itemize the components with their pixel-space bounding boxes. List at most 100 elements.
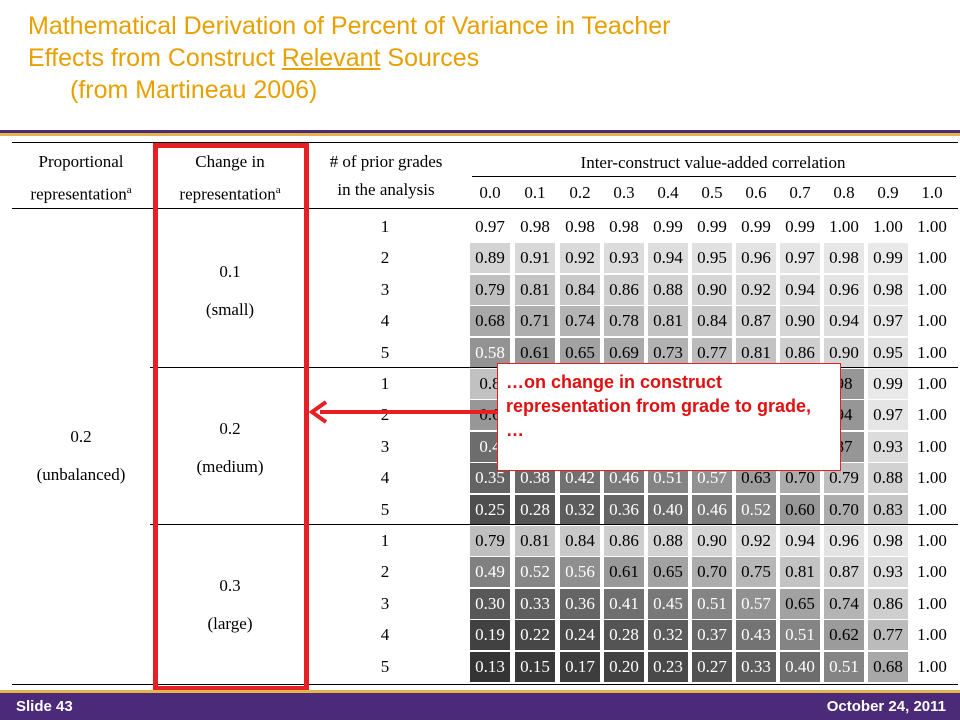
value-cell: 0.57: [736, 588, 776, 619]
value-cell: 0.33: [515, 588, 555, 619]
value-cell: 0.89: [470, 243, 510, 274]
value-cell: 0.94: [780, 526, 820, 556]
value-cell: 0.71: [515, 306, 555, 337]
value-cell: 0.97: [868, 306, 908, 337]
value-cell: 0.99: [741, 217, 771, 236]
title-rule-gold: [0, 133, 960, 136]
callout-box: …on change in construct representation f…: [497, 363, 841, 471]
value-cell: 0.99: [653, 217, 683, 236]
value-cell: 1.00: [912, 494, 952, 525]
value-cell: 1.00: [912, 212, 952, 242]
value-cell: 0.13: [470, 651, 510, 682]
value-cell: 0.86: [604, 526, 644, 556]
value-cell: 1.00: [912, 274, 952, 305]
slide-title: Mathematical Derivation of Percent of Va…: [28, 10, 928, 106]
value-cell: 0.28: [515, 494, 555, 525]
value-cell: 1.00: [912, 463, 952, 494]
value-cell: 0.65: [560, 337, 600, 368]
value-cell: 1.00: [912, 306, 952, 337]
value-cell: 1.00: [868, 212, 908, 242]
value-cell: 0.79: [470, 274, 510, 305]
value-cell: 1.00: [912, 337, 952, 368]
prior-grades-cell: 1: [380, 374, 390, 393]
correlation-header: 0.8: [833, 183, 855, 202]
value-cell: 0.51: [780, 620, 820, 651]
value-cell: 0.90: [692, 274, 732, 305]
header-sub-rule: [472, 176, 956, 177]
value-cell: 0.93: [604, 243, 644, 274]
value-cell: 0.77: [868, 620, 908, 651]
value-cell: 0.98: [565, 217, 595, 236]
prior-grades-cell: 2: [380, 562, 390, 582]
value-cell: 0.97: [868, 400, 908, 431]
value-cell: 0.17: [560, 651, 600, 682]
value-cell: 0.27: [692, 651, 732, 682]
correlation-header: 0.4: [657, 183, 679, 202]
value-cell: 0.92: [736, 274, 776, 305]
table-bottom-rule: [12, 684, 958, 685]
value-cell: 1.00: [912, 620, 952, 651]
value-cell: 0.97: [780, 243, 820, 274]
value-cell: 0.62: [824, 620, 864, 651]
value-cell: 0.99: [868, 369, 908, 399]
change-cell: 0.3 (large): [207, 575, 253, 633]
value-cell: 0.65: [780, 588, 820, 619]
value-cell: 0.90: [692, 526, 732, 556]
value-cell: 0.97: [475, 217, 505, 236]
value-cell: 0.98: [868, 274, 908, 305]
change-cell: 0.1 (small): [205, 261, 255, 319]
correlation-header: 0.7: [789, 183, 811, 202]
callout-arrow-icon: [308, 400, 498, 424]
value-cell: 0.36: [560, 588, 600, 619]
value-cell: 1.00: [912, 588, 952, 619]
value-cell: 0.41: [604, 588, 644, 619]
callout-text: …on change in construct representation f…: [506, 372, 812, 440]
correlation-header: 0.9: [877, 183, 899, 202]
value-cell: 0.95: [692, 243, 732, 274]
value-cell: 0.86: [780, 337, 820, 368]
value-cell: 1.00: [912, 526, 952, 556]
value-cell: 0.84: [560, 526, 600, 556]
slide-footer: Slide 43 October 24, 2011: [0, 690, 960, 720]
prior-grades-cell: 1: [380, 531, 390, 550]
header-proportional: Proportional representationa: [30, 152, 132, 204]
value-cell: 0.32: [560, 494, 600, 525]
prior-grades-cell: 3: [380, 436, 390, 456]
correlation-header: 1.0: [921, 183, 943, 202]
value-cell: 0.74: [824, 588, 864, 619]
value-cell: 0.94: [780, 274, 820, 305]
value-cell: 0.52: [515, 557, 555, 588]
value-cell: 0.33: [736, 651, 776, 682]
value-cell: 0.52: [736, 494, 776, 525]
value-cell: 0.61: [604, 557, 644, 588]
value-cell: 0.68: [868, 651, 908, 682]
correlation-header: 0.0: [479, 183, 501, 202]
title-line1: Mathematical Derivation of Percent of Va…: [28, 12, 671, 40]
value-cell: 0.90: [824, 337, 864, 368]
value-cell: 0.99: [785, 217, 815, 236]
value-cell: 0.83: [868, 494, 908, 525]
value-cell: 0.51: [692, 588, 732, 619]
value-cell: 0.99: [697, 217, 727, 236]
proportional-cell: 0.2 (unbalanced): [36, 427, 126, 484]
value-cell: 0.96: [824, 274, 864, 305]
value-cell: 0.84: [692, 306, 732, 337]
value-cell: 0.81: [736, 337, 776, 368]
value-cell: 0.22: [515, 620, 555, 651]
value-cell: 0.25: [470, 494, 510, 525]
value-cell: 0.40: [780, 651, 820, 682]
prior-grades-cell: 3: [380, 279, 390, 299]
value-cell: 0.88: [648, 274, 688, 305]
value-cell: 0.73: [648, 337, 688, 368]
title-rule-purple: [0, 130, 960, 133]
prior-grades-cell: 2: [380, 248, 390, 268]
prior-grades-cell: 3: [380, 593, 390, 613]
value-cell: 0.88: [648, 526, 688, 556]
value-cell: 0.77: [692, 337, 732, 368]
header-bottom-rule: [12, 208, 958, 209]
value-cell: 0.87: [736, 306, 776, 337]
title-relevant-underlined: Relevant: [281, 44, 381, 72]
correlation-header: 0.3: [613, 183, 635, 202]
value-cell: 0.30: [470, 588, 510, 619]
value-cell: 0.95: [868, 337, 908, 368]
